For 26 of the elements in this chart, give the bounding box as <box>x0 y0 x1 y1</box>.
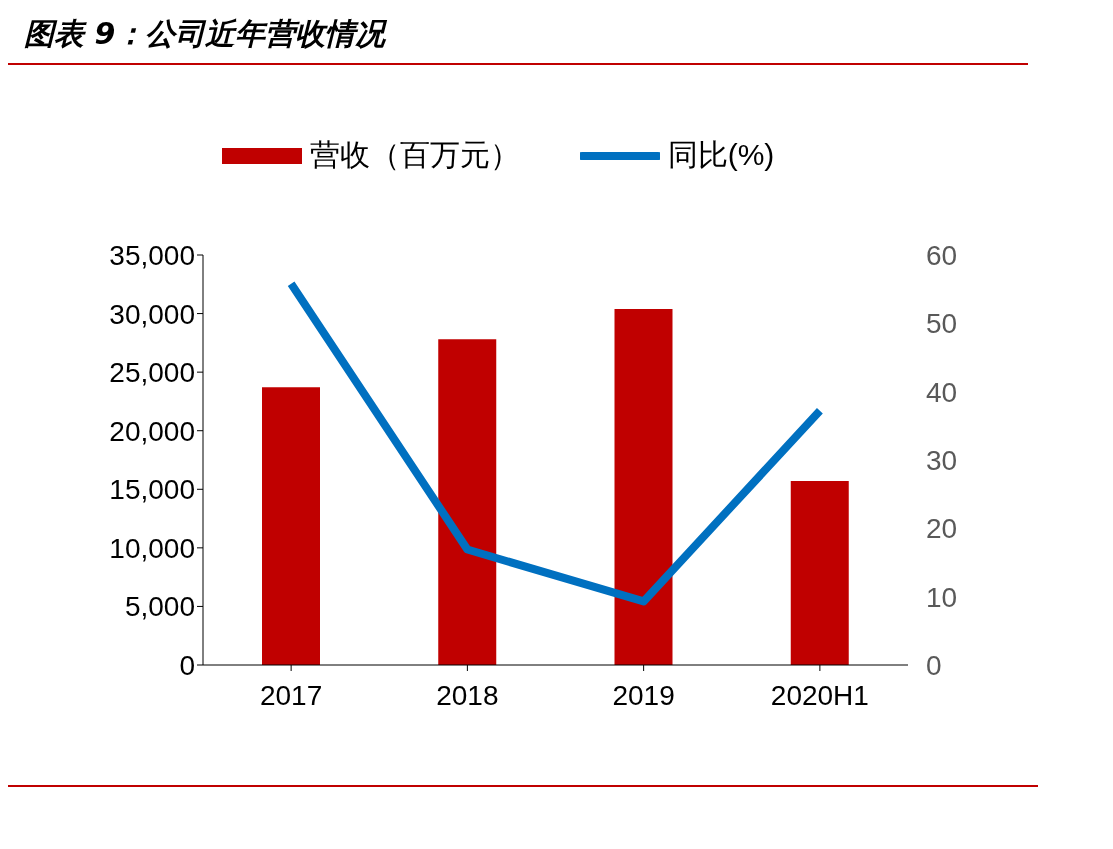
legend-label: 同比(%) <box>667 137 775 173</box>
y2-tick-label: 30 <box>926 445 958 476</box>
legend-label: 营收（百万元） <box>309 137 520 173</box>
y-tick-label: 25,000 <box>109 357 195 389</box>
y-tick-label: 35,000 <box>109 239 195 271</box>
bar <box>790 481 849 665</box>
y2-tick-label: 40 <box>926 376 958 408</box>
y2-tick-label: 60 <box>926 240 958 271</box>
y2-tick-label: 20 <box>926 513 958 545</box>
y-tick-label: 15,000 <box>109 474 195 506</box>
bar <box>438 339 497 665</box>
bar <box>614 308 673 665</box>
x-tick-label: 2018 <box>436 679 499 711</box>
y-tick-label: 0 <box>179 649 195 681</box>
chart-title: 图表 9：公司近年营收情况 <box>23 15 388 53</box>
x-tick-label: 2017 <box>259 679 323 711</box>
y2-tick-label: 50 <box>926 308 958 340</box>
y2-tick-label: 10 <box>926 581 958 613</box>
bar <box>262 387 320 665</box>
y-tick-label: 30,000 <box>109 298 195 330</box>
y-tick-label: 5,000 <box>124 591 195 623</box>
y-tick-label: 20,000 <box>109 415 195 447</box>
y2-tick-label: 0 <box>926 650 942 681</box>
x-tick-label: 2019 <box>612 679 675 711</box>
y-tick-label: 10,000 <box>109 532 195 564</box>
x-tick-label: 2020H1 <box>770 679 869 711</box>
